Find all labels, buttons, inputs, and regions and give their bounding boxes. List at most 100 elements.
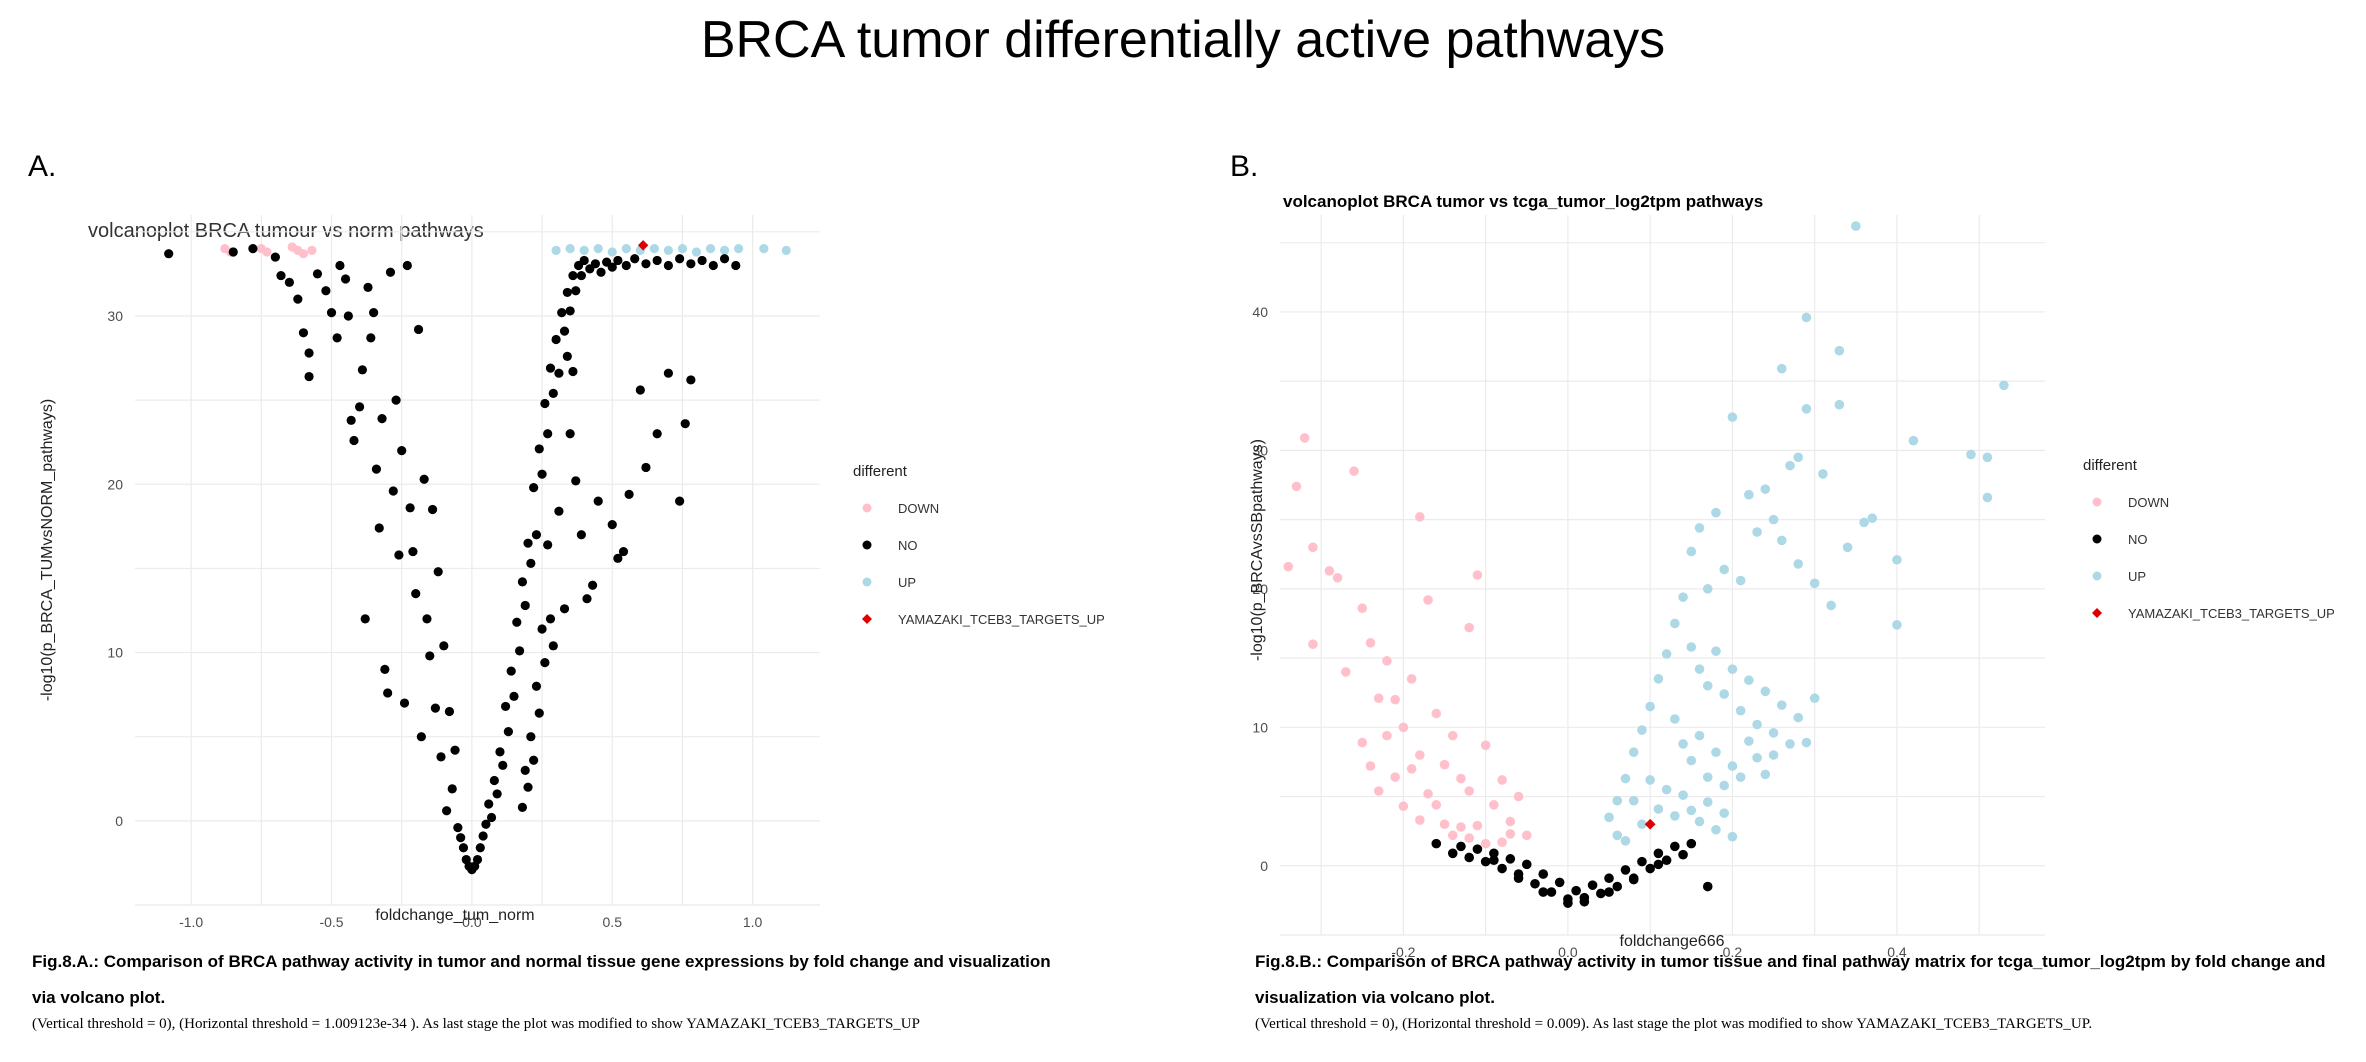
data-point-no [495, 747, 505, 757]
caption-b-line2: visualization via volcano plot. [1255, 988, 1495, 1007]
data-point-no [293, 294, 303, 304]
data-point-up [1653, 804, 1664, 814]
data-point-down [1464, 622, 1474, 633]
data-point-down [1456, 773, 1466, 784]
data-point-down [1447, 730, 1458, 741]
data-point-down [1299, 433, 1310, 443]
data-point-no [1489, 855, 1499, 866]
data-point-up [1612, 795, 1623, 806]
legend-b: different DOWN NO UP YAMAZAKI_TCEB3_TARGETS_… [2083, 457, 2335, 621]
data-point-up [1678, 592, 1688, 602]
data-point-down [1464, 833, 1474, 843]
data-point-no [526, 732, 536, 742]
data-point-up [1809, 693, 1820, 704]
data-point-no [1554, 877, 1565, 888]
data-point-no [1653, 859, 1664, 870]
data-point-up [1768, 750, 1779, 760]
data-point-no [520, 765, 530, 775]
data-point-no [475, 843, 485, 853]
data-point-no [357, 365, 367, 375]
data-point-no [1702, 881, 1713, 892]
data-point-up [1628, 747, 1639, 758]
data-point-no [346, 415, 356, 425]
data-point-up [1801, 737, 1812, 748]
data-point-down [1406, 674, 1417, 684]
data-point-no [360, 614, 370, 624]
data-point-no [571, 476, 581, 486]
data-point-up [1719, 780, 1729, 791]
y-tick-label: 10 [1252, 719, 1268, 735]
data-point-no [506, 666, 516, 676]
data-point-down [1489, 800, 1499, 810]
data-point-no [349, 435, 359, 446]
data-point-up [1867, 513, 1878, 524]
data-point-up [607, 247, 617, 257]
data-point-up [1702, 797, 1713, 807]
data-point-no [312, 269, 323, 279]
data-point-up [1752, 527, 1762, 537]
data-point-up [1999, 380, 2009, 391]
legend-label: UP [2128, 569, 2146, 584]
data-point-up [1694, 523, 1705, 533]
data-point-no [458, 843, 469, 853]
x-tick-label: -1.0 [179, 914, 203, 930]
data-point-no [453, 822, 463, 833]
data-point-no [478, 831, 488, 841]
data-point-up [1686, 755, 1697, 766]
data-point-no [164, 249, 174, 259]
data-point-up [1612, 830, 1623, 841]
data-point-no [731, 260, 741, 271]
x-tick-label: -0.5 [319, 914, 343, 930]
data-point-no [576, 530, 586, 540]
data-point-no [1587, 880, 1598, 890]
data-point-up [1768, 514, 1779, 525]
data-point-no [385, 267, 396, 277]
data-point-no [276, 270, 286, 281]
data-point-down [1415, 750, 1425, 760]
data-point-up [621, 244, 631, 254]
data-point-no [708, 260, 718, 271]
data-point-up [1702, 584, 1713, 594]
data-point-up [1670, 714, 1680, 724]
data-point-no [419, 474, 429, 484]
data-point-no [562, 351, 572, 361]
data-point-no [383, 688, 393, 698]
y-tick-label: 10 [107, 645, 123, 661]
data-point-no [531, 681, 542, 691]
legend-label: YAMAZAKI_TCEB3_TARGETS_UP [2128, 606, 2335, 621]
data-point-up [663, 245, 674, 255]
data-point-down [1431, 708, 1442, 719]
data-point-no [545, 363, 556, 373]
caption-a-line3: (Vertical threshold = 0), (Horizontal th… [32, 1016, 920, 1032]
data-point-no [374, 523, 384, 533]
data-point-no [593, 496, 603, 506]
data-point-no [630, 254, 640, 264]
data-point-up [1711, 747, 1721, 758]
data-point-down [1480, 838, 1491, 849]
data-point-no [1464, 852, 1474, 863]
data-point-up [1760, 769, 1771, 780]
data-point-no [304, 348, 314, 358]
data-point-up [1834, 345, 1845, 356]
data-point-no [1653, 848, 1664, 859]
data-point-no [394, 550, 404, 560]
data-point-up [1892, 554, 1902, 565]
data-point-up [1801, 312, 1812, 323]
data-point-up [1620, 773, 1631, 784]
data-point-no [517, 802, 528, 812]
data-point-no [554, 368, 564, 378]
data-point-no [1686, 838, 1697, 849]
data-point-no [450, 745, 460, 755]
data-point-up [1982, 452, 1993, 463]
data-point-up [1966, 449, 1976, 460]
y-tick-label: 30 [1252, 442, 1268, 458]
data-point-up [1776, 363, 1787, 374]
data-point-no [576, 270, 586, 281]
data-point-highlight [1644, 818, 1656, 830]
data-point-no [680, 419, 690, 429]
data-point-down [307, 245, 317, 255]
data-point-no [686, 259, 696, 269]
data-point-no [1431, 838, 1442, 849]
panel-a-plot-title: volcanoplot BRCA tumour vs norm pathways [88, 220, 484, 242]
data-point-up [1776, 535, 1787, 546]
